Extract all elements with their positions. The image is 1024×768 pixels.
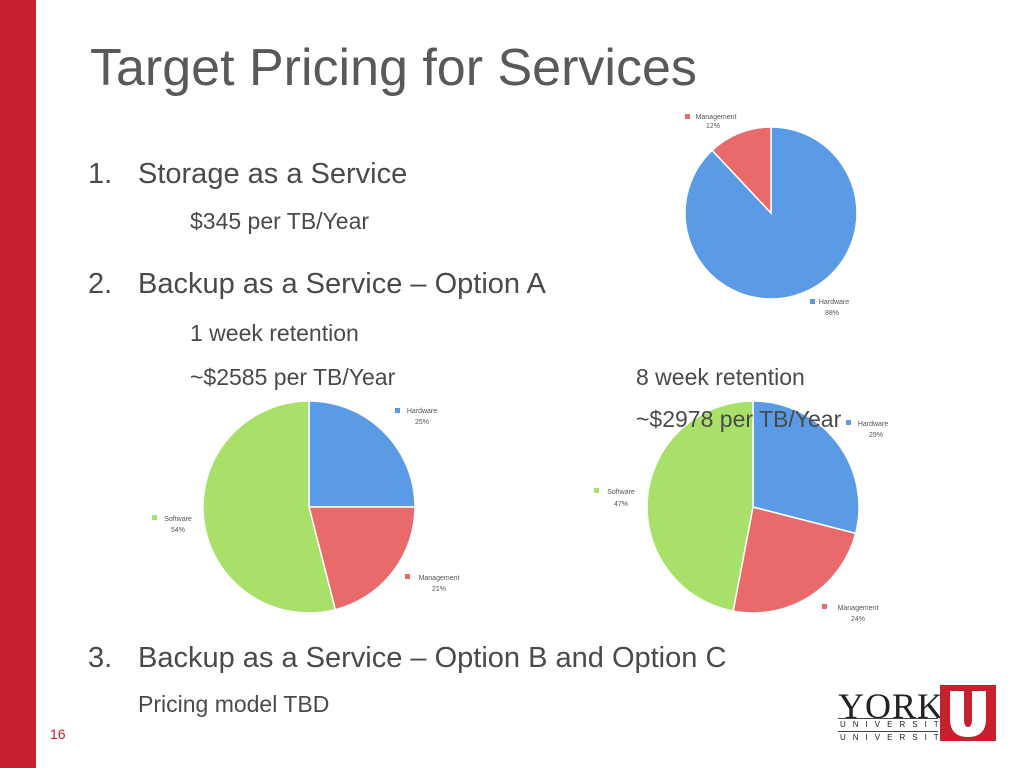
legend-value-hardware: 88%: [825, 310, 839, 317]
item-backup-option-a: 2. Backup as a Service – Option A: [88, 268, 546, 301]
legend-label-management: Management: [838, 605, 879, 612]
item-backup-option-b-c: 3. Backup as a Service – Option B and Opt…: [88, 642, 726, 675]
pie-chart-storage: Management 12% Hardware 88%: [684, 114, 858, 317]
york-university-logo: YORK UNIVERSITÉ UNIVERSITY: [838, 685, 998, 745]
slide-title: Target Pricing for Services: [90, 39, 697, 97]
legend-label-hardware: Hardware: [858, 421, 888, 428]
legend-label-management: Management: [696, 114, 737, 121]
item-label: Backup as a Service – Option B and Optio…: [138, 642, 727, 674]
logo-divider: [838, 731, 938, 732]
option-a-8-week-retention: 8 week retention: [636, 364, 805, 390]
item-label: Storage as a Service: [138, 158, 408, 190]
storage-price: $345 per TB/Year: [190, 208, 370, 234]
item-storage: 1. Storage as a Service: [88, 158, 407, 191]
legend-value-management: 24%: [851, 616, 865, 623]
legend-label-hardware: Hardware: [407, 408, 437, 415]
legend-value-software: 54%: [171, 527, 185, 534]
item-label: Backup as a Service – Option A: [138, 268, 546, 300]
item-number: 1.: [88, 158, 113, 190]
item-number: 2.: [88, 268, 113, 300]
logo-divider: [838, 718, 938, 719]
legend-swatch-management: [685, 114, 690, 119]
pie-chart-option-a-8-week: Hardware 29% Management 24% Software 47%: [594, 400, 888, 623]
option-b-c-note: Pricing model TBD: [138, 691, 330, 717]
option-a-8-week-price: ~$2978 per TB/Year: [636, 406, 842, 432]
pie-slice-management: [732, 506, 857, 614]
legend-value-software: 47%: [614, 501, 628, 508]
pie-slice-software: [202, 400, 337, 614]
legend-swatch-software: [152, 515, 157, 520]
side-accent-bar: [0, 0, 36, 768]
option-a-1-week-price: ~$2585 per TB/Year: [190, 364, 396, 390]
pie-slice-hardware: [308, 400, 416, 508]
legend-swatch-hardware: [846, 420, 851, 425]
pie-slice-management: [308, 506, 416, 611]
legend-value-management: 21%: [432, 586, 446, 593]
legend-label-software: Software: [607, 489, 635, 496]
legend-swatch-hardware: [395, 408, 400, 413]
logo-line-french: UNIVERSITÉ: [840, 720, 959, 729]
item-number: 3.: [88, 642, 113, 674]
legend-label-software: Software: [164, 516, 192, 523]
legend-label-management: Management: [419, 575, 460, 582]
legend-value-hardware: 25%: [415, 419, 429, 426]
legend-swatch-hardware: [810, 299, 815, 304]
logo-wordmark: YORK: [838, 686, 945, 726]
pie-slice-hardware: [752, 400, 860, 535]
legend-value-hardware: 29%: [869, 432, 883, 439]
legend-value-management: 12%: [706, 123, 720, 130]
legend-swatch-software: [594, 488, 599, 493]
legend-swatch-management: [822, 604, 827, 609]
logo-line-english: UNIVERSITY: [840, 733, 959, 742]
slide-number: 16: [50, 726, 66, 742]
york-u-icon: [940, 685, 996, 741]
legend-swatch-management: [405, 574, 410, 579]
option-a-1-week-retention: 1 week retention: [190, 320, 359, 346]
pie-slice-management: [711, 126, 772, 215]
pie-slice-software: [646, 400, 754, 612]
pie-chart-option-a-1-week: Hardware 25% Management 21% Software 54%: [152, 400, 460, 614]
legend-label-hardware: Hardware: [819, 299, 849, 306]
